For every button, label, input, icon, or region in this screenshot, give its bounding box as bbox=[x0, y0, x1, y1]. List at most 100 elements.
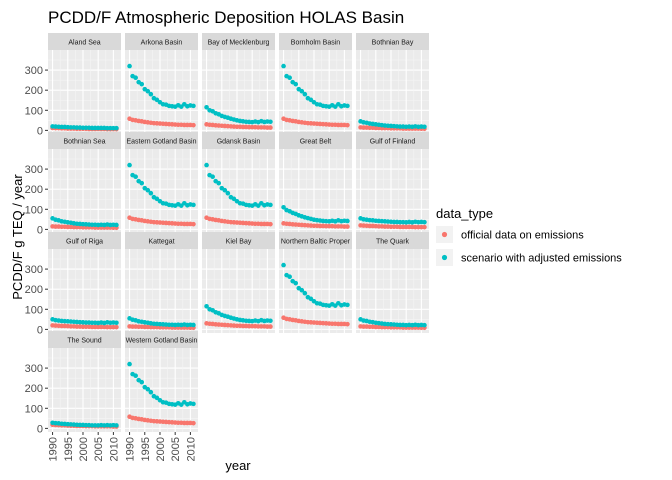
point-scenario-aland-sea-2011 bbox=[114, 125, 119, 131]
x-tick-label-2000: 2000 bbox=[78, 437, 90, 461]
strip-label-kattegat: Kattegat bbox=[148, 239, 174, 246]
point-scenario-bay-of-mecklenburg-2011 bbox=[268, 119, 273, 125]
y-tick-label-100: 100 bbox=[25, 304, 43, 316]
point-scenario-western-gotland-basin-1994 bbox=[139, 379, 145, 385]
point-scenario-bornholm-basin-1997 bbox=[302, 91, 308, 97]
point-scenario-western-gotland-basin-2011 bbox=[191, 401, 196, 407]
strip-the-sound bbox=[48, 331, 121, 348]
point-scenario-northern-baltic-proper-2011 bbox=[345, 302, 350, 308]
strip-label-bay-of-mecklenburg: Bay of Mecklenburg bbox=[208, 40, 270, 47]
strip-label-aland-sea: Aland Sea bbox=[68, 40, 100, 47]
point-scenario-western-gotland-basin-1992 bbox=[133, 373, 138, 379]
point-scenario-eastern-gotland-basin-1996 bbox=[145, 187, 151, 193]
y-tick-label-100: 100 bbox=[25, 204, 43, 216]
point-official-eastern-gotland-basin-2011 bbox=[191, 221, 196, 227]
point-scenario-gdansk-basin-2011 bbox=[268, 202, 273, 208]
strip-label-bornholm-basin: Bornholm Basin bbox=[291, 40, 341, 47]
strip-bornholm-basin bbox=[279, 33, 352, 50]
point-official-gulf-of-riga-2011 bbox=[114, 324, 119, 330]
point-scenario-arkona-basin-1992 bbox=[133, 75, 138, 81]
panel-gdansk-basin: Gdansk Basin bbox=[202, 132, 275, 233]
point-scenario-eastern-gotland-basin-1992 bbox=[133, 174, 138, 180]
point-scenario-northern-baltic-proper-1997 bbox=[302, 290, 308, 296]
point-official-arkona-basin-2011 bbox=[191, 122, 196, 128]
x-tick-labels: 1990 1995 2000 2005 2010 1990 1995 2000 2005 2010 bbox=[48, 432, 197, 461]
point-scenario-northern-baltic-proper-1992 bbox=[287, 274, 292, 280]
point-official-great-belt-2011 bbox=[345, 224, 350, 229]
x-tick-label-2010: 2010 bbox=[108, 437, 120, 461]
panel-bay-of-mecklenburg: Bay of Mecklenburg bbox=[202, 33, 275, 134]
panel-bothnian-bay: Bothnian Bay bbox=[356, 33, 429, 134]
point-scenario-the-sound-2011 bbox=[114, 423, 119, 428]
strip-label-the-sound: The Sound bbox=[67, 338, 101, 345]
strip-kiel-bay bbox=[202, 232, 275, 249]
panel-aland-sea: Aland Sea bbox=[48, 33, 121, 134]
point-official-western-gotland-basin-2011 bbox=[191, 420, 196, 426]
point-scenario-bornholm-basin-1990 bbox=[281, 63, 286, 69]
strip-label-western-gotland-basin: Western Gotland Basin bbox=[126, 338, 198, 345]
panel-bornholm-basin: Bornholm Basin bbox=[279, 33, 352, 134]
point-scenario-western-gotland-basin-1990 bbox=[127, 361, 132, 367]
point-scenario-arkona-basin-1997 bbox=[148, 91, 154, 97]
y-tick-label-100: 100 bbox=[25, 105, 43, 117]
point-scenario-eastern-gotland-basin-1994 bbox=[139, 180, 145, 186]
legend-title: data_type bbox=[436, 206, 493, 221]
panel-great-belt: Great Belt bbox=[279, 132, 352, 233]
point-official-kiel-bay-2011 bbox=[268, 324, 273, 329]
y-tick-label-0: 0 bbox=[37, 423, 43, 435]
strip-aland-sea bbox=[48, 33, 121, 50]
chart-title: PCDD/F Atmospheric Deposition HOLAS Basi… bbox=[48, 8, 404, 27]
strip-bay-of-mecklenburg bbox=[202, 33, 275, 50]
x-tick-label-1990: 1990 bbox=[125, 437, 137, 461]
y-tick-labels: 0 100 200 300 0 100 200 300 0 100 200 300 0 100 200 300 bbox=[25, 65, 48, 435]
strip-eastern-gotland-basin bbox=[125, 132, 198, 149]
panel-bg-the-sound bbox=[48, 348, 121, 432]
strip-label-kiel-bay: Kiel Bay bbox=[226, 239, 252, 246]
strip-gulf-of-finland bbox=[356, 132, 429, 149]
point-scenario-the-quark-2011 bbox=[422, 322, 427, 328]
y-tick-label-200: 200 bbox=[25, 85, 43, 97]
x-tick-label-1995: 1995 bbox=[63, 437, 75, 461]
legend-label-official: official data on emissions bbox=[461, 230, 584, 242]
y-axis-title: PCDD/F g TEQ / year bbox=[10, 174, 25, 300]
panel-kattegat: Kattegat bbox=[125, 232, 198, 333]
strip-arkona-basin bbox=[125, 33, 198, 50]
point-scenario-eastern-gotland-basin-1997 bbox=[148, 190, 154, 196]
y-tick-label-100: 100 bbox=[25, 403, 43, 415]
panel-arkona-basin: Arkona Basin bbox=[125, 33, 198, 134]
strip-label-eastern-gotland-basin: Eastern Gotland Basin bbox=[126, 139, 196, 146]
point-scenario-bornholm-basin-1996 bbox=[299, 88, 305, 94]
point-scenario-northern-baltic-proper-1990 bbox=[281, 262, 286, 268]
strip-label-arkona-basin: Arkona Basin bbox=[141, 40, 183, 47]
y-tick-label-300: 300 bbox=[25, 363, 43, 375]
point-scenario-arkona-basin-1990 bbox=[127, 63, 132, 69]
strip-gulf-of-riga bbox=[48, 232, 121, 249]
point-official-northern-baltic-proper-2011 bbox=[345, 321, 350, 327]
point-scenario-great-belt-1990 bbox=[281, 204, 286, 210]
x-tick-label-1990: 1990 bbox=[48, 437, 60, 461]
strip-label-northern-baltic-proper: Northern Baltic Proper bbox=[281, 239, 351, 246]
x-tick-label-2000: 2000 bbox=[155, 437, 167, 461]
strip-label-great-belt: Great Belt bbox=[300, 139, 332, 146]
point-scenario-gdansk-basin-1996 bbox=[222, 187, 228, 193]
y-tick-label-200: 200 bbox=[25, 284, 43, 296]
strip-kattegat bbox=[125, 232, 198, 249]
x-tick-label-2010: 2010 bbox=[185, 437, 197, 461]
point-scenario-bothnian-sea-2011 bbox=[114, 222, 119, 228]
point-scenario-eastern-gotland-basin-2011 bbox=[191, 202, 196, 208]
point-scenario-bay-of-mecklenburg-1990 bbox=[204, 104, 209, 110]
legend-key-scenario bbox=[441, 254, 448, 261]
strip-gdansk-basin bbox=[202, 132, 275, 149]
x-tick-label-2005: 2005 bbox=[93, 437, 105, 461]
panel-gulf-of-finland: Gulf of Finland bbox=[356, 132, 429, 233]
facet-panels: Aland Sea Arkona Basin Bay of Mecklenburg B… bbox=[48, 33, 429, 432]
point-scenario-arkona-basin-2011 bbox=[191, 103, 196, 109]
strip-label-gulf-of-riga: Gulf of Riga bbox=[66, 239, 103, 246]
strip-western-gotland-basin bbox=[125, 331, 198, 348]
panel-eastern-gotland-basin: Eastern Gotland Basin bbox=[125, 132, 198, 233]
point-scenario-gdansk-basin-1994 bbox=[216, 180, 222, 186]
x-axis-title: year bbox=[225, 458, 251, 473]
point-official-bay-of-mecklenburg-2011 bbox=[268, 125, 273, 130]
point-scenario-kiel-bay-1990 bbox=[204, 303, 209, 309]
